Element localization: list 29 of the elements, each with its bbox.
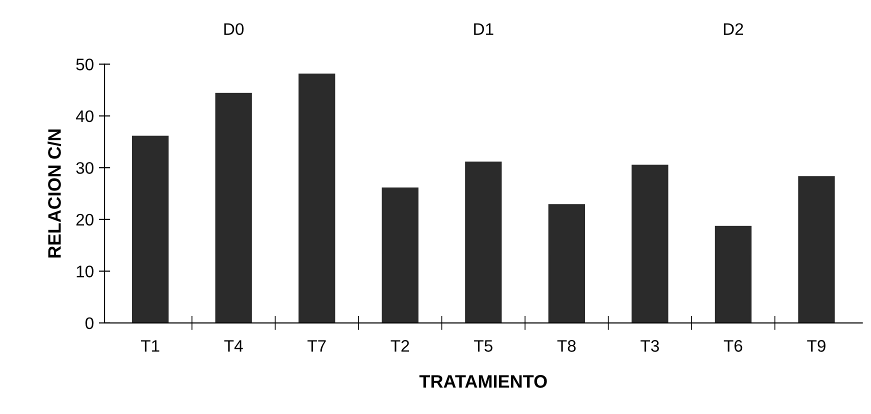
x-tick-label: T9 [807,340,826,352]
text: D0 [224,23,244,35]
bar [465,162,502,323]
y-tick-label: 0 [85,317,94,330]
text: D2 [724,23,744,35]
x-tick-label: T8 [557,340,576,352]
y-axis-title: RELACION C/N [48,130,62,258]
text: D1 [474,23,494,35]
bar [548,204,585,323]
x-tick-label: T2 [390,340,410,352]
x-tick-label: T6 [724,340,742,352]
bar [132,136,169,323]
y-tick-label: 10 [76,266,94,278]
bar [298,74,336,323]
x-tick-label: T7 [308,340,326,352]
bar [714,226,752,323]
bar [382,188,418,323]
x-tick-label: T1 [140,340,160,352]
x-tick-label: T4 [224,340,243,352]
y-tick-label: 20 [76,214,94,226]
bar [632,164,668,323]
x-tick-label: T5 [474,340,492,352]
x-axis-title: TRATAMIENTO [419,375,547,388]
bar [215,92,252,323]
bar [798,176,835,323]
y-tick-label: 50 [76,58,94,70]
y-tick-label: 30 [76,162,94,174]
y-tick-label: 40 [76,110,94,122]
x-tick-label: T3 [640,340,659,352]
